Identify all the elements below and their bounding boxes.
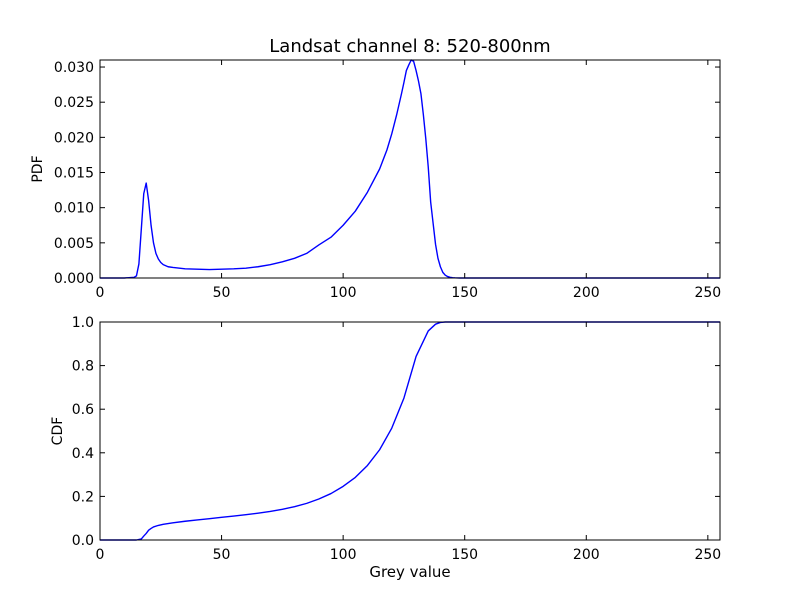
x-tick-label: 50 bbox=[213, 285, 231, 301]
x-tick-label: 0 bbox=[96, 285, 105, 301]
axes-frame bbox=[99, 321, 721, 541]
x-tick-label: 200 bbox=[573, 285, 600, 301]
y-tick-label: 0.8 bbox=[72, 359, 94, 375]
y-tick-label: 0.0 bbox=[72, 533, 94, 549]
x-tick-label: 150 bbox=[451, 285, 478, 301]
pdf-panel: 0 50 100 150 200 250 0.000 0.005 0.010 0.015 0.020… bbox=[30, 59, 721, 301]
y-axis-label: CDF bbox=[50, 417, 66, 446]
cdf-panel: 0 50 100 150 200 250 0.0 0.2 0.4 0.6 0.8 1.0 CDF Grey… bbox=[50, 315, 721, 581]
x-tick-label: 150 bbox=[451, 547, 478, 563]
series-line bbox=[100, 59, 720, 279]
y-tick-label: 0.6 bbox=[72, 402, 94, 418]
y-tick-label: 0.005 bbox=[54, 236, 94, 252]
y-tick-label: 0.030 bbox=[54, 60, 94, 76]
y-tick-label: 0.010 bbox=[54, 201, 94, 217]
y-tick-label: 0.015 bbox=[54, 166, 94, 182]
y-axis-label: PDF bbox=[30, 155, 46, 182]
chart-title: Landsat channel 8: 520-800nm bbox=[269, 36, 550, 57]
y-tick-label: 0.020 bbox=[54, 130, 94, 146]
y-tick-label: 0.000 bbox=[54, 271, 94, 287]
x-tick-label: 0 bbox=[96, 547, 105, 563]
x-tick-label: 250 bbox=[694, 547, 721, 563]
x-tick-label: 250 bbox=[694, 285, 721, 301]
y-tick-label: 0.2 bbox=[72, 489, 94, 505]
x-tick-label: 100 bbox=[330, 547, 357, 563]
series-line bbox=[100, 321, 720, 541]
x-tick-label: 100 bbox=[330, 285, 357, 301]
x-axis-label: Grey value bbox=[369, 563, 450, 581]
axes-frame bbox=[99, 59, 721, 279]
y-tick-label: 1.0 bbox=[72, 315, 94, 331]
x-tick-label: 200 bbox=[573, 547, 600, 563]
x-tick-label: 50 bbox=[213, 547, 231, 563]
y-tick-label: 0.4 bbox=[72, 446, 94, 462]
y-tick-label: 0.025 bbox=[54, 95, 94, 111]
